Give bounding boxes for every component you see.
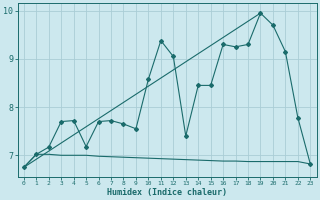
X-axis label: Humidex (Indice chaleur): Humidex (Indice chaleur) bbox=[107, 188, 227, 197]
